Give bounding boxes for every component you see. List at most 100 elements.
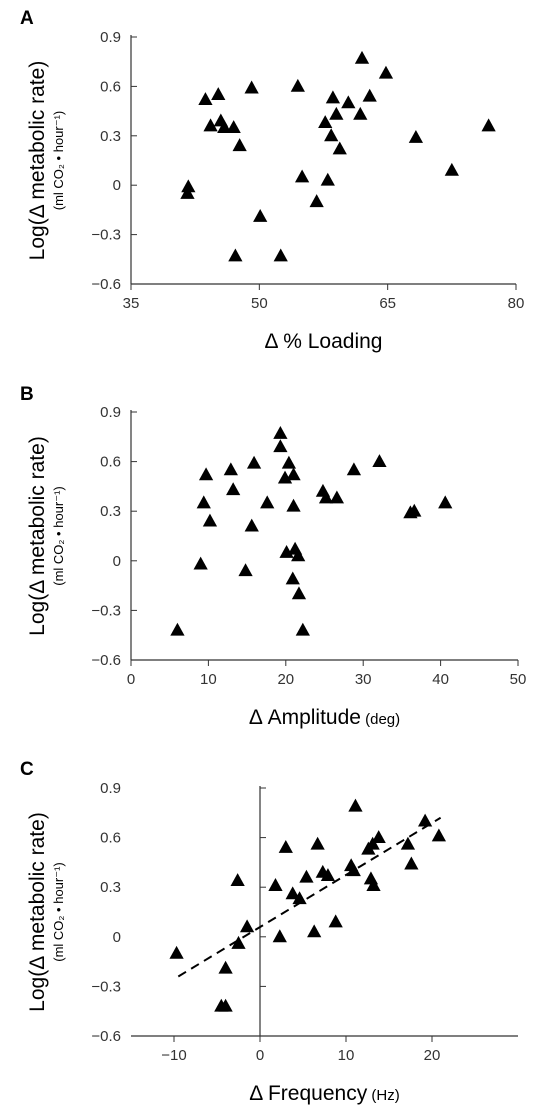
data-point-c-28 — [404, 856, 419, 870]
data-point-b-27 — [346, 462, 362, 476]
y-tick-label: 0.6 — [100, 830, 121, 847]
data-point-c-17 — [320, 868, 336, 882]
data-point-b-21 — [291, 548, 306, 562]
data-point-b-30 — [407, 503, 422, 517]
data-point-a-29 — [444, 162, 459, 176]
y-axis-label: Log(Δ metabolic rate) — [26, 812, 49, 1012]
data-point-b-4 — [198, 467, 214, 481]
data-point-a-21 — [329, 106, 344, 120]
data-point-c-18 — [328, 914, 343, 928]
x-axis-label-unit: (deg) — [361, 711, 400, 728]
data-point-a-18 — [320, 172, 335, 186]
data-point-a-24 — [353, 106, 368, 120]
y-tick-label: −0.6 — [91, 1028, 121, 1045]
data-point-b-3 — [196, 495, 211, 509]
data-point-b-7 — [226, 482, 241, 496]
data-point-c-10 — [278, 840, 293, 853]
data-point-c-13 — [299, 869, 314, 883]
data-point-a-11 — [244, 80, 259, 94]
data-point-a-14 — [290, 78, 305, 92]
data-point-a-20 — [325, 90, 341, 104]
data-point-c-25 — [366, 878, 381, 891]
data-point-c-26 — [371, 830, 386, 843]
data-point-a-27 — [378, 65, 394, 79]
data-point-a-15 — [294, 169, 310, 183]
x-tick-label: 50 — [510, 671, 527, 688]
data-point-c-24 — [365, 836, 380, 850]
y-tick-label: 0.3 — [100, 503, 121, 520]
data-point-a-7 — [217, 120, 232, 133]
y-tick-label: −0.3 — [91, 978, 121, 995]
x-tick-label: 30 — [355, 671, 372, 688]
x-tick-label: 10 — [338, 1047, 355, 1064]
x-axis-label: Δ % Loading — [265, 330, 383, 353]
chart-panel-c: C −0.6 −0.3 0 0.3 0.6 0.9 −10 0 10 20 Log(Δ metabol… — [20, 759, 518, 1105]
x-tick-label: 10 — [200, 671, 217, 688]
y-tick-label: 0.6 — [100, 454, 121, 471]
data-point-b-2 — [193, 556, 208, 570]
data-point-b-8 — [238, 563, 253, 577]
data-point-c-9 — [272, 929, 287, 943]
data-point-a-17 — [318, 115, 333, 129]
data-point-b-25 — [318, 490, 334, 504]
data-point-b-31 — [438, 495, 453, 509]
data-point-c-23 — [363, 871, 379, 885]
x-tick-label: 35 — [123, 295, 140, 312]
panel-letter-a: A — [20, 8, 34, 29]
x-tick-label: 50 — [251, 295, 268, 312]
data-point-a-30 — [481, 118, 496, 132]
y-tick-label: 0.9 — [100, 780, 121, 797]
data-point-a-25 — [354, 50, 370, 64]
data-point-a-26 — [362, 88, 377, 102]
data-point-c-14 — [307, 924, 322, 938]
data-point-c-30 — [431, 828, 447, 842]
data-point-a-13 — [273, 248, 288, 262]
x-axis-label-unit: (Hz) — [367, 1087, 400, 1104]
data-point-c-8 — [268, 878, 283, 891]
data-point-b-11 — [260, 495, 275, 509]
chart-panel-a: A −0.6 −0.3 0 0.3 0.6 0.9 35 50 65 80 Log(Δ metabol… — [20, 8, 524, 353]
y-tick-label: −0.3 — [91, 227, 121, 244]
y-tick-label: 0.9 — [100, 29, 121, 46]
x-axis-label-main: Δ Frequency — [249, 1082, 367, 1105]
y-tick-label: 0.6 — [100, 78, 121, 95]
data-point-a-5 — [211, 87, 226, 101]
x-tick-label: 0 — [256, 1047, 264, 1064]
data-point-c-5 — [230, 873, 245, 886]
y-axis-label: Log(Δ metabolic rate) — [26, 61, 49, 261]
x-axis-label-main: Δ Amplitude — [249, 706, 361, 729]
y-tick-label: 0.3 — [100, 128, 121, 145]
y-axis-sublabel: (ml CO₂ • hour⁻¹) — [51, 486, 66, 586]
data-point-c-4 — [218, 960, 233, 974]
panel-letter-b: B — [20, 384, 34, 405]
data-point-c-3 — [218, 998, 233, 1012]
y-axis-sublabel: (ml CO₂ • hour⁻¹) — [51, 862, 66, 962]
data-point-b-6 — [223, 462, 238, 476]
y-tick-label: −0.6 — [91, 652, 121, 669]
data-point-b-26 — [329, 490, 345, 504]
data-point-b-5 — [202, 513, 218, 527]
x-tick-label: 80 — [508, 295, 525, 312]
data-point-c-20 — [348, 798, 363, 812]
panel-letter-c: C — [20, 759, 34, 780]
data-point-b-17 — [285, 571, 300, 585]
data-point-c-27 — [400, 836, 416, 850]
data-point-a-4 — [203, 118, 218, 132]
x-axis-label: Δ Amplitude (deg) — [249, 706, 400, 729]
x-tick-label: −10 — [161, 1047, 186, 1064]
data-point-a-23 — [341, 95, 356, 109]
x-tick-label: 20 — [424, 1047, 441, 1064]
data-point-b-22 — [291, 586, 307, 600]
data-point-c-7 — [239, 919, 255, 933]
data-point-b-19 — [286, 498, 301, 512]
data-point-b-14 — [277, 470, 293, 484]
data-point-a-3 — [198, 92, 213, 105]
data-point-c-1 — [169, 945, 184, 959]
data-point-b-18 — [286, 467, 301, 481]
y-tick-label: −0.6 — [91, 276, 121, 293]
data-point-b-28 — [372, 454, 387, 467]
data-point-b-9 — [244, 518, 259, 532]
y-tick-label: 0.9 — [100, 404, 121, 421]
x-axis-label-main: Δ % Loading — [265, 330, 383, 353]
